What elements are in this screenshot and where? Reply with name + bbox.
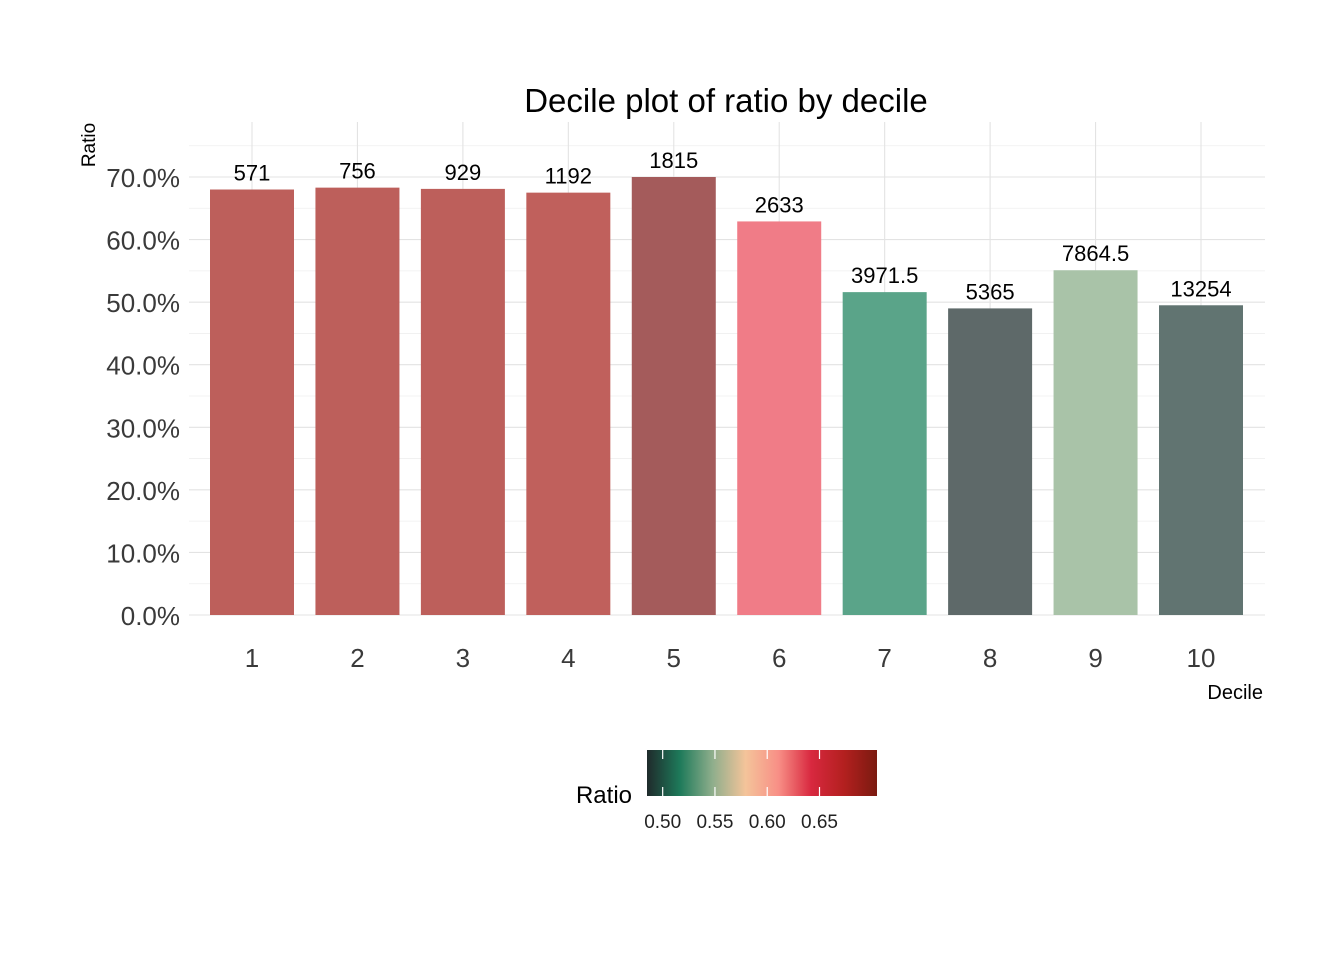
x-tick-label: 7 xyxy=(877,643,891,673)
legend-colorbar xyxy=(647,750,877,796)
legend-tick-label: 0.50 xyxy=(644,812,681,833)
y-tick-label: 30.0% xyxy=(106,413,180,443)
x-tick-label: 3 xyxy=(456,643,470,673)
x-tick-label: 6 xyxy=(772,643,786,673)
bar-value-label: 1815 xyxy=(649,148,698,173)
x-axis-label: Decile xyxy=(1207,682,1263,704)
bar-decile-6 xyxy=(737,221,822,615)
bar-value-label: 929 xyxy=(445,160,482,185)
bar-decile-5 xyxy=(631,177,716,615)
bar-labels: 571 756 929 1192 1815 2633 3971.5 5365 7864.5 132… xyxy=(234,148,1232,304)
y-axis-ticks: 0.0% 10.0% 20.0% 30.0% 40.0% 50.0% 60.0% 70.0% xyxy=(106,163,180,631)
x-tick-label: 9 xyxy=(1088,643,1102,673)
bar-value-label: 3971.5 xyxy=(851,263,918,288)
x-tick-label: 8 xyxy=(983,643,997,673)
y-tick-label: 50.0% xyxy=(106,288,180,318)
x-tick-label: 10 xyxy=(1187,643,1216,673)
bars xyxy=(210,177,1243,616)
legend-tick-label: 0.65 xyxy=(801,812,838,833)
y-tick-label: 0.0% xyxy=(121,601,180,631)
bar-value-label: 5365 xyxy=(966,279,1015,304)
legend-ticks: 0.50 0.55 0.60 0.65 xyxy=(644,750,838,833)
y-tick-label: 70.0% xyxy=(106,163,180,193)
bar-decile-10 xyxy=(1159,305,1243,615)
y-tick-label: 10.0% xyxy=(106,538,180,568)
bar-value-label: 7864.5 xyxy=(1062,241,1129,266)
y-tick-label: 60.0% xyxy=(106,226,180,256)
bar-decile-1 xyxy=(210,189,294,615)
bar-decile-3 xyxy=(420,188,505,616)
x-tick-label: 2 xyxy=(350,643,364,673)
chart-title: Decile plot of ratio by decile xyxy=(524,82,928,119)
x-tick-label: 1 xyxy=(245,643,259,673)
bar-decile-7 xyxy=(842,292,927,615)
bar-value-label: 1192 xyxy=(545,164,592,189)
y-tick-label: 20.0% xyxy=(106,476,180,506)
bar-value-label: 13254 xyxy=(1170,276,1231,301)
bar-decile-9 xyxy=(1053,270,1138,615)
legend-title: Ratio xyxy=(576,782,632,809)
y-tick-label: 40.0% xyxy=(106,351,180,381)
color-legend: Ratio 0.50 0.55 0.60 0.65 xyxy=(576,750,877,833)
bar-decile-4 xyxy=(526,192,611,615)
legend-tick-label: 0.60 xyxy=(749,812,786,833)
bar-value-label: 2633 xyxy=(755,192,804,217)
bar-value-label: 571 xyxy=(234,161,271,186)
x-tick-label: 4 xyxy=(561,643,575,673)
x-axis-ticks: 1 2 3 4 5 6 7 8 9 10 xyxy=(245,643,1216,673)
bar-decile-8 xyxy=(948,308,1033,615)
y-axis-label: Ratio xyxy=(79,123,100,167)
bar-decile-2 xyxy=(315,187,400,615)
bar-value-label: 756 xyxy=(339,159,376,184)
x-tick-label: 5 xyxy=(667,643,681,673)
legend-tick-label: 0.55 xyxy=(696,812,733,833)
